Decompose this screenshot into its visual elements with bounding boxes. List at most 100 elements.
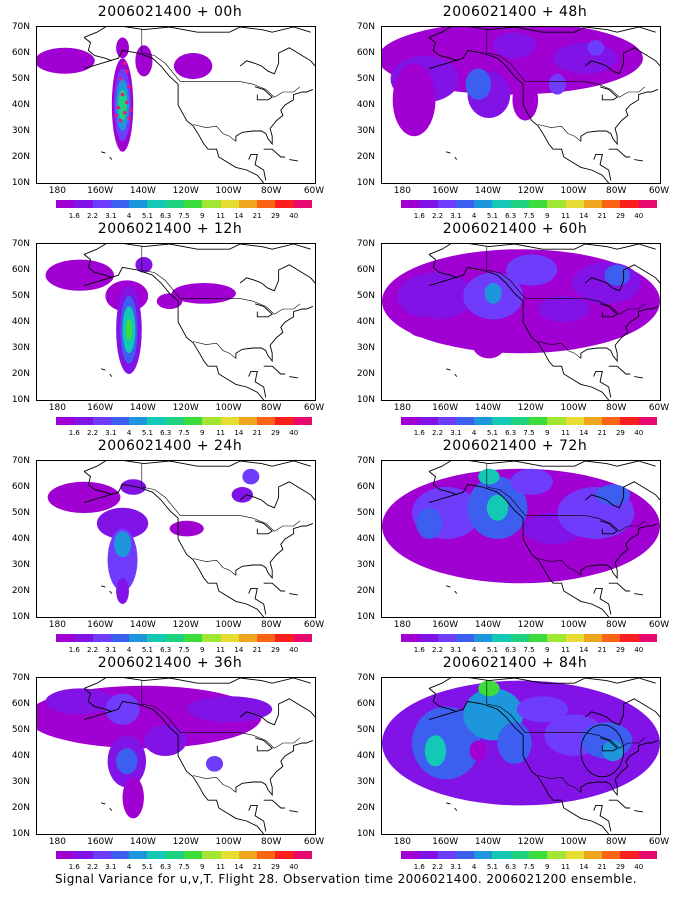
colorbar-label: 6.3 <box>160 429 172 437</box>
coastline <box>101 585 106 588</box>
colorbar-swatch <box>147 417 167 425</box>
colorbar-label: 9 <box>545 863 550 871</box>
coastline <box>254 737 273 752</box>
colorbar-label: 14 <box>579 212 589 220</box>
variance-contour-fill <box>122 776 144 819</box>
lat-tick-label: 10N <box>356 829 375 839</box>
coastline <box>109 590 113 594</box>
colorbar-label: 29 <box>615 646 625 654</box>
colorbar-label: 2.2 <box>431 646 444 654</box>
lat-tick-label: 40N <box>356 317 375 327</box>
lon-tick-label: 100W <box>215 837 242 847</box>
colorbar-swatch <box>419 634 439 642</box>
lat-tick-label: 10N <box>11 395 30 405</box>
lat-tick-label: 10N <box>11 612 30 622</box>
lat-tick-label: 70N <box>11 456 30 466</box>
country-border <box>193 558 237 576</box>
coastline <box>289 376 298 379</box>
lon-tick-label: 120W <box>517 620 544 630</box>
variance-contour-fill <box>156 293 183 309</box>
colorbar <box>401 200 658 208</box>
colorbar-label: 1.6 <box>413 429 425 437</box>
colorbar-swatch <box>455 634 475 642</box>
colorbar-swatch <box>492 417 512 425</box>
colorbar-swatch <box>510 417 530 425</box>
lon-tick-label: 60W <box>648 186 670 196</box>
colorbar-swatch <box>620 200 640 208</box>
lat-tick-label: 40N <box>11 534 30 544</box>
colorbar-swatch <box>529 417 548 425</box>
lon-tick-label: 80W <box>261 403 282 413</box>
colorbar-swatch <box>220 634 240 642</box>
colorbar-label: 40 <box>634 429 644 437</box>
colorbar-swatch <box>275 200 295 208</box>
colorbar-swatch <box>529 634 548 642</box>
lat-tick-label: 30N <box>11 777 30 787</box>
coastline <box>248 804 267 832</box>
lat-tick-label: 70N <box>11 22 30 32</box>
colorbar-label: 1.6 <box>68 863 80 871</box>
colorbar-swatch <box>257 200 276 208</box>
colorbar-label: 11 <box>561 646 571 654</box>
coastline <box>446 802 451 805</box>
coastline <box>428 688 457 713</box>
lat-tick-label: 60N <box>11 482 30 492</box>
colorbar-label: 1.6 <box>68 646 80 654</box>
colorbar-swatch <box>547 851 567 859</box>
coastline <box>593 370 612 398</box>
colorbar-label: 11 <box>561 212 571 220</box>
lon-tick-label: 180 <box>48 403 66 413</box>
coastline <box>446 151 451 154</box>
colorbar-label: 1.6 <box>413 863 425 871</box>
coastline <box>608 799 631 809</box>
lon-tick-label: 140W <box>474 837 501 847</box>
colorbar-label: 11 <box>216 646 226 654</box>
colorbar-label: 3.1 <box>105 212 117 220</box>
colorbar-swatch <box>74 417 94 425</box>
colorbar-swatch <box>220 417 240 425</box>
lat-tick-label: 70N <box>356 456 375 466</box>
colorbar-swatch <box>437 200 457 208</box>
lon-tick-label: 60W <box>648 403 670 413</box>
observation-marker <box>122 61 127 66</box>
lon-tick-label: 100W <box>560 403 587 413</box>
coastline <box>263 582 286 592</box>
lon-tick-label: 80W <box>606 620 627 630</box>
coastline <box>101 151 106 154</box>
colorbar-label: 7.5 <box>178 863 190 871</box>
lon-tick-label: 120W <box>517 837 544 847</box>
colorbar-swatch <box>437 417 457 425</box>
variance-contour-fill <box>135 257 153 273</box>
colorbar-label: 7.5 <box>523 429 535 437</box>
colorbar-swatch <box>202 200 222 208</box>
coastline <box>584 47 660 75</box>
lat-tick-label: 60N <box>356 699 375 709</box>
country-border <box>538 124 582 142</box>
colorbar-swatch <box>293 417 313 425</box>
colorbar-label: 4 <box>126 429 132 437</box>
coastline <box>580 522 659 580</box>
coastline <box>83 700 265 834</box>
lon-tick-label: 100W <box>560 837 587 847</box>
colorbar-swatch <box>220 200 240 208</box>
colorbar-swatch <box>583 634 603 642</box>
signal-variance-map <box>382 244 660 400</box>
lon-tick-label: 160W <box>432 186 459 196</box>
colorbar-swatch <box>583 417 603 425</box>
colorbar-swatch <box>165 417 185 425</box>
coastline <box>289 159 298 162</box>
lat-tick-label: 20N <box>356 369 375 379</box>
colorbar-swatch <box>455 417 475 425</box>
colorbar-label: 2.2 <box>431 212 444 220</box>
coastline <box>289 810 298 813</box>
colorbar-label: 2.2 <box>86 212 99 220</box>
colorbar-label: 2.2 <box>86 646 99 654</box>
coastline <box>608 582 631 592</box>
colorbar-label: 40 <box>289 212 299 220</box>
colorbar-swatch <box>419 200 439 208</box>
lat-tick-label: 30N <box>356 126 375 136</box>
lon-tick-label: 160W <box>87 837 114 847</box>
colorbar-swatch <box>147 200 167 208</box>
lat-tick-label: 70N <box>11 673 30 683</box>
panel-title: 2006021400 + 00h <box>97 4 243 20</box>
